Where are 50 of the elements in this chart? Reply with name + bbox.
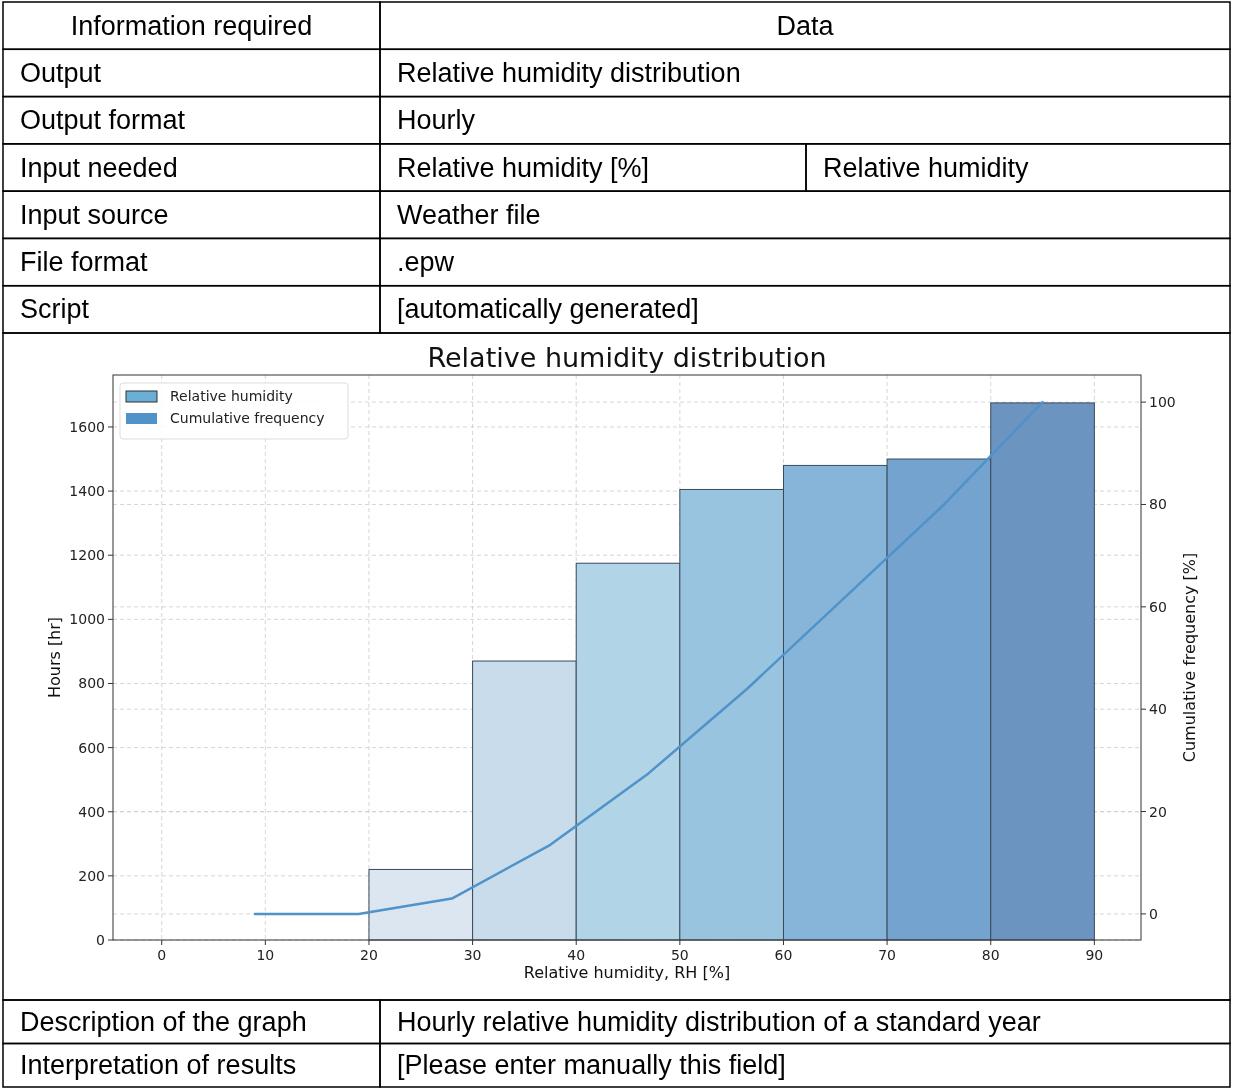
text: Input needed: [20, 152, 178, 183]
x-axis-title: Relative humidity, RH [%]: [523, 963, 731, 982]
x-tick-label: 90: [1085, 947, 1104, 963]
x-tick-label: 30: [463, 947, 482, 963]
x-tick-label: 60: [774, 947, 793, 963]
y2-tick-label: 0: [1149, 905, 1158, 922]
text: Hourly relative humidity distribution of a standard year: [397, 1006, 1041, 1037]
y2-tick-label: 40: [1149, 701, 1167, 718]
text: Input source: [20, 199, 169, 230]
y-tick-label: 0: [96, 932, 105, 948]
text: Hourly: [397, 105, 476, 136]
x-tick-label: 50: [670, 947, 689, 963]
x-tick-label: 10: [256, 947, 275, 963]
text: Script: [20, 294, 90, 325]
x-tick-label: 0: [157, 947, 167, 963]
y2-tick-label: 20: [1149, 803, 1167, 820]
text: File format: [20, 247, 149, 278]
y-tick-label: 400: [78, 803, 105, 820]
text: Information required: [70, 10, 313, 41]
text: Data: [776, 10, 835, 41]
x-tick-label: 80: [981, 947, 1000, 963]
y-tick-label: 200: [78, 867, 105, 884]
text: Relative humidity: [823, 152, 1030, 183]
y-tick-label: 800: [78, 675, 105, 692]
text: Output format: [20, 105, 186, 136]
legend-label: Cumulative frequency: [170, 410, 325, 426]
text: Interpretation of results: [20, 1050, 297, 1081]
chart-title: Relative humidity distribution: [427, 342, 827, 373]
y-tick-label: 1000: [69, 611, 105, 628]
x-tick-label: 70: [878, 947, 897, 963]
y-tick-label: 600: [78, 739, 105, 756]
text: [automatically generated]: [397, 294, 699, 325]
y2-tick-label: 100: [1149, 394, 1176, 411]
text: Description of the graph: [20, 1006, 307, 1037]
y2-tick-label: 80: [1149, 496, 1167, 513]
y-tick-label: 1600: [69, 418, 105, 435]
y2-axis-title: Cumulative frequency [%]: [1180, 552, 1199, 763]
text: Relative humidity [%]: [397, 152, 650, 183]
text: [Please enter manually this field]: [397, 1050, 786, 1081]
legend-label: Relative humidity: [170, 388, 293, 404]
y-tick-label: 1200: [69, 547, 105, 564]
text: Relative humidity distribution: [397, 57, 741, 88]
x-tick-label: 40: [567, 947, 586, 963]
y-axis-title: Hours [hr]: [45, 616, 64, 699]
text: Weather file: [397, 199, 541, 230]
text: .epw: [397, 247, 455, 278]
text: Output: [20, 57, 102, 88]
x-tick-label: 20: [360, 947, 378, 963]
y-tick-label: 1400: [69, 483, 105, 500]
y2-tick-label: 60: [1149, 598, 1167, 615]
